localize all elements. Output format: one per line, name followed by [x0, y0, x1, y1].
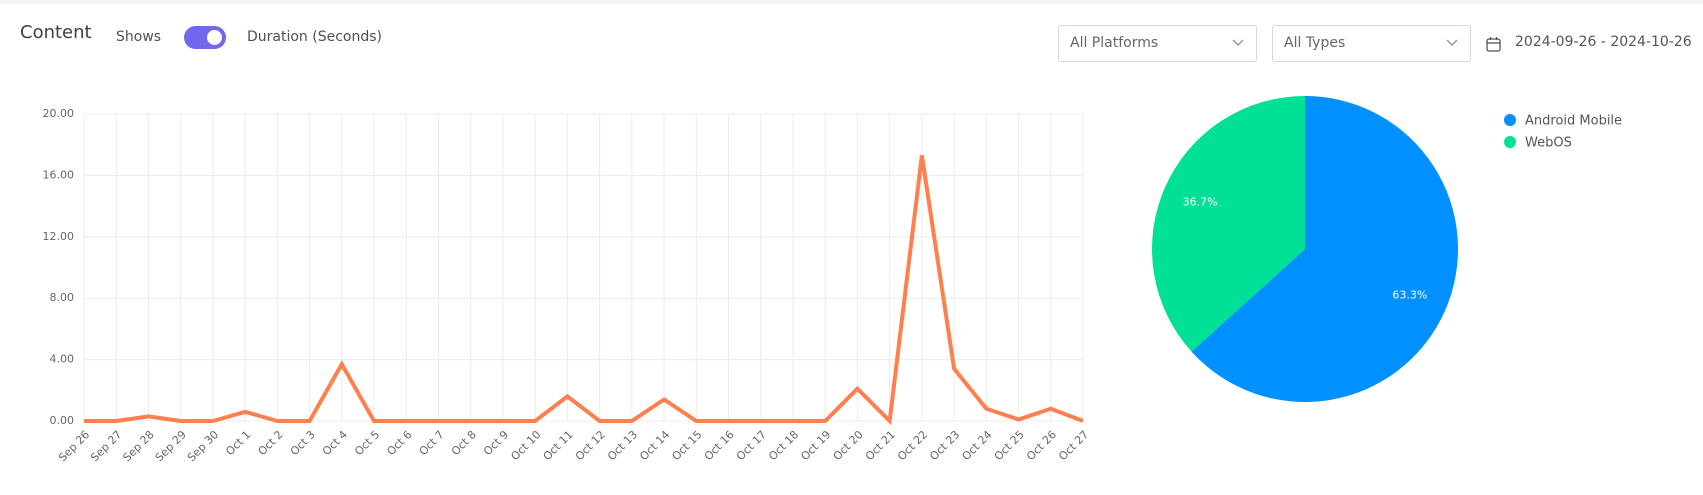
platform-dropdown[interactable]: All Platforms: [1058, 25, 1257, 62]
legend-label: WebOS: [1525, 136, 1572, 151]
slice-label: 63.3%: [1392, 289, 1427, 302]
x-tick-label: Oct 5: [352, 428, 382, 458]
x-tick-label: Oct 1: [223, 428, 253, 458]
slice-label: 36.7%: [1183, 195, 1218, 208]
y-tick-label: 12.00: [43, 230, 75, 243]
x-tick-label: Oct 23: [927, 428, 962, 463]
x-tick-label: Oct 17: [734, 428, 769, 463]
toggle[interactable]: [184, 26, 226, 49]
x-tick-label: Sep 29: [153, 428, 189, 464]
y-tick-label: 20.00: [43, 107, 75, 120]
x-tick-label: Oct 8: [449, 428, 479, 458]
x-tick-label: Oct 14: [637, 428, 672, 463]
x-tick-label: Oct 22: [895, 428, 930, 463]
toggle-label: Shows: [116, 29, 162, 45]
pie-slice: [1152, 95, 1305, 352]
y-tick-label: 0.00: [50, 414, 75, 427]
x-tick-label: Oct 19: [798, 428, 833, 463]
x-tick-label: Oct 15: [670, 428, 705, 463]
type-dropdown[interactable]: All Types: [1272, 25, 1471, 62]
x-tick-label: Sep 28: [120, 428, 156, 464]
x-tick-label: Oct 3: [288, 428, 318, 458]
calendar-icon: [1486, 37, 1501, 52]
toggle-label: Duration (Seconds): [247, 29, 382, 45]
x-tick-label: Oct 24: [960, 428, 995, 463]
dropdown-text: All Types: [1284, 35, 1346, 51]
legend-marker: [1504, 114, 1516, 126]
x-tick-label: Oct 9: [481, 428, 511, 458]
x-tick-label: Oct 2: [256, 428, 286, 458]
x-tick-label: Oct 12: [573, 428, 608, 463]
x-tick-label: Oct 25: [992, 428, 1027, 463]
y-tick-label: 4.00: [50, 353, 75, 366]
y-tick-label: 16.00: [43, 168, 75, 181]
x-tick-label: Oct 27: [1056, 428, 1091, 463]
line-series: [84, 155, 1084, 426]
chevron: [1446, 39, 1458, 47]
x-tick-label: Oct 16: [702, 428, 737, 463]
chevron: [1232, 39, 1244, 47]
x-tick-label: Oct 20: [831, 428, 866, 463]
x-tick-label: Sep 30: [185, 428, 221, 464]
legend-label: Android Mobile: [1525, 114, 1622, 129]
x-tick-label: Sep 27: [88, 428, 124, 464]
pie-slice: [1191, 96, 1458, 402]
x-tick-label: Oct 6: [384, 428, 414, 458]
x-tick-label: Oct 10: [508, 428, 543, 463]
x-tick-label: Oct 13: [605, 428, 640, 463]
x-tick-label: Oct 11: [541, 428, 576, 463]
date-range[interactable]: 2024-09-26 - 2024-10-26: [1515, 34, 1692, 50]
x-tick-label: Oct 4: [320, 428, 350, 458]
section-title: Content: [20, 22, 92, 43]
legend-marker: [1504, 136, 1516, 148]
y-tick-label: 8.00: [50, 291, 75, 304]
x-tick-label: Oct 18: [766, 428, 801, 463]
x-tick-label: Oct 7: [417, 428, 447, 458]
x-tick-label: Sep 26: [56, 428, 92, 464]
top-bar: [0, 0, 1703, 4]
x-tick-label: Oct 26: [1024, 428, 1059, 463]
x-tick-label: Oct 21: [863, 428, 898, 463]
dropdown-text: All Platforms: [1070, 35, 1159, 51]
